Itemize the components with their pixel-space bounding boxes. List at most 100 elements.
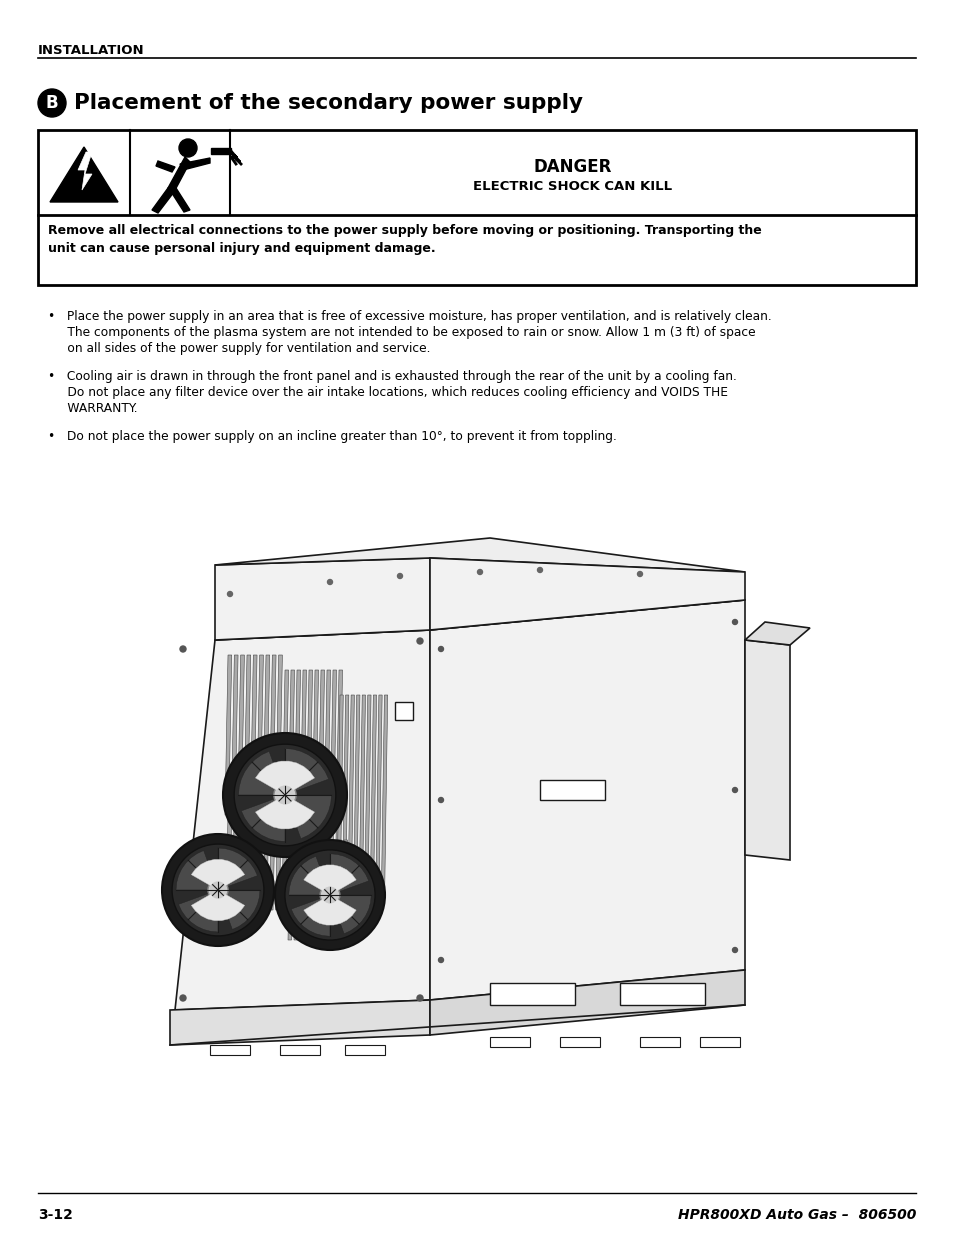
Bar xyxy=(490,983,575,1005)
Circle shape xyxy=(637,572,641,577)
Circle shape xyxy=(233,745,335,846)
Circle shape xyxy=(227,592,233,597)
Polygon shape xyxy=(330,671,336,840)
Polygon shape xyxy=(312,671,318,840)
Text: The components of the plasma system are not intended to be exposed to rain or sn: The components of the plasma system are … xyxy=(48,326,755,338)
Polygon shape xyxy=(221,890,260,930)
Circle shape xyxy=(179,140,196,157)
Polygon shape xyxy=(269,655,275,815)
Polygon shape xyxy=(330,840,335,940)
Text: •   Cooling air is drawn in through the front panel and is exhausted through the: • Cooling air is drawn in through the fr… xyxy=(48,370,736,383)
Circle shape xyxy=(180,646,186,652)
Circle shape xyxy=(416,638,422,643)
Bar xyxy=(490,1037,530,1047)
Polygon shape xyxy=(744,640,789,860)
Polygon shape xyxy=(282,671,288,840)
Bar xyxy=(38,130,915,285)
Circle shape xyxy=(274,840,385,950)
Polygon shape xyxy=(226,815,232,910)
Text: HPR800XD Auto Gas –  806500: HPR800XD Auto Gas – 806500 xyxy=(677,1208,915,1221)
Polygon shape xyxy=(317,671,324,840)
Polygon shape xyxy=(364,695,371,890)
Text: WARRANTY.: WARRANTY. xyxy=(48,403,137,415)
Polygon shape xyxy=(237,655,244,815)
Circle shape xyxy=(285,850,375,940)
Text: INSTALLATION: INSTALLATION xyxy=(38,44,145,57)
Text: ELECTRIC SHOCK CAN KILL: ELECTRIC SHOCK CAN KILL xyxy=(473,180,672,193)
Polygon shape xyxy=(336,695,343,890)
Polygon shape xyxy=(317,840,323,940)
Polygon shape xyxy=(244,655,251,815)
Text: B: B xyxy=(46,94,58,112)
Polygon shape xyxy=(255,799,314,829)
Polygon shape xyxy=(744,622,809,645)
Polygon shape xyxy=(275,815,281,910)
Polygon shape xyxy=(306,671,313,840)
Bar xyxy=(210,1045,250,1055)
Polygon shape xyxy=(285,748,329,792)
Circle shape xyxy=(537,568,542,573)
Polygon shape xyxy=(214,538,744,572)
Circle shape xyxy=(477,569,482,574)
Polygon shape xyxy=(289,856,326,895)
Polygon shape xyxy=(348,695,354,890)
Circle shape xyxy=(223,734,347,857)
Bar xyxy=(559,1037,599,1047)
Polygon shape xyxy=(251,815,256,910)
Polygon shape xyxy=(192,860,244,885)
Polygon shape xyxy=(263,815,269,910)
Text: •   Do not place the power supply on an incline greater than 10°, to prevent it : • Do not place the power supply on an in… xyxy=(48,430,617,443)
Polygon shape xyxy=(281,815,287,910)
Polygon shape xyxy=(288,840,294,940)
Polygon shape xyxy=(294,840,299,940)
Polygon shape xyxy=(238,815,244,910)
Circle shape xyxy=(438,798,443,803)
Polygon shape xyxy=(303,864,355,890)
Text: 3-12: 3-12 xyxy=(38,1208,72,1221)
Circle shape xyxy=(38,89,66,117)
Polygon shape xyxy=(430,558,744,630)
Circle shape xyxy=(180,995,186,1002)
Polygon shape xyxy=(250,655,256,815)
Bar xyxy=(395,701,413,720)
Circle shape xyxy=(438,646,443,652)
Polygon shape xyxy=(152,188,173,212)
Text: Do not place any filter device over the air intake locations, which reduces cool: Do not place any filter device over the … xyxy=(48,387,727,399)
Polygon shape xyxy=(180,158,210,170)
Polygon shape xyxy=(342,695,349,890)
Polygon shape xyxy=(156,161,174,172)
Polygon shape xyxy=(50,147,118,203)
Circle shape xyxy=(732,947,737,952)
Polygon shape xyxy=(335,671,342,840)
Bar xyxy=(619,983,704,1005)
Polygon shape xyxy=(430,969,744,1035)
Circle shape xyxy=(397,573,402,578)
Circle shape xyxy=(162,834,274,946)
Polygon shape xyxy=(175,851,214,890)
Circle shape xyxy=(320,885,339,905)
Circle shape xyxy=(732,788,737,793)
Text: Remove all electrical connections to the power supply before moving or positioni: Remove all electrical connections to the… xyxy=(48,224,760,237)
Polygon shape xyxy=(330,853,369,892)
Polygon shape xyxy=(170,1000,430,1045)
Polygon shape xyxy=(269,815,274,910)
Circle shape xyxy=(416,995,422,1002)
Polygon shape xyxy=(244,815,250,910)
Text: Placement of the secondary power supply: Placement of the secondary power supply xyxy=(74,93,582,112)
Polygon shape xyxy=(324,671,330,840)
Polygon shape xyxy=(231,655,238,815)
Polygon shape xyxy=(359,695,365,890)
Polygon shape xyxy=(241,799,285,841)
Polygon shape xyxy=(256,815,262,910)
Polygon shape xyxy=(211,148,231,154)
Polygon shape xyxy=(354,695,359,890)
Bar xyxy=(639,1037,679,1047)
Circle shape xyxy=(208,879,228,900)
Polygon shape xyxy=(168,157,190,191)
Polygon shape xyxy=(255,761,314,790)
Polygon shape xyxy=(174,630,430,1010)
Text: •   Place the power supply in an area that is free of excessive moisture, has pr: • Place the power supply in an area that… xyxy=(48,310,771,324)
Polygon shape xyxy=(335,840,341,940)
Text: DANGER: DANGER xyxy=(534,158,612,177)
Bar xyxy=(345,1045,385,1055)
